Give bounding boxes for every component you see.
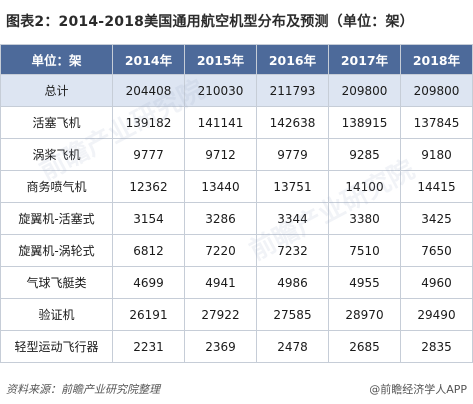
row-label: 总计 (0, 74, 113, 107)
row-label: 活塞飞机 (0, 106, 113, 139)
table-cell: 4955 (328, 266, 401, 299)
figure-title: 图表2：2014-2018美国通用航空机型分布及预测（单位：架） (6, 14, 414, 30)
table-cell: 13440 (184, 170, 257, 203)
source-note: 资料来源：前瞻产业研究院整理 (6, 383, 160, 396)
table-cell: 7510 (328, 234, 401, 267)
table-cell: 3380 (328, 202, 401, 235)
table-row: 验证机 26191 27922 27585 28970 29490 (0, 298, 473, 331)
table-cell: 4941 (184, 266, 257, 299)
table-cell: 3344 (256, 202, 329, 235)
table-cell: 7650 (400, 234, 473, 267)
table-cell: 137845 (400, 106, 473, 139)
table-cell: 9180 (400, 138, 473, 171)
table-cell: 27922 (184, 298, 257, 331)
header-cell-2018: 2018年 (400, 44, 473, 75)
header-cell-2017: 2017年 (328, 44, 401, 75)
table-cell: 4960 (400, 266, 473, 299)
table-row: 气球飞艇类 4699 4941 4986 4955 4960 (0, 266, 473, 299)
table-cell: 7232 (256, 234, 329, 267)
row-label: 验证机 (0, 298, 113, 331)
header-cell-unit: 单位：架 (0, 44, 113, 75)
table-row: 旋翼机-涡轮式 6812 7220 7232 7510 7650 (0, 234, 473, 267)
table-cell: 27585 (256, 298, 329, 331)
table-row-total: 总计 204408 210030 211793 209800 209800 (0, 74, 473, 107)
table-cell: 13751 (256, 170, 329, 203)
row-label: 旋翼机-涡轮式 (0, 234, 113, 267)
brand-label: @前瞻经济学人APP (369, 383, 467, 396)
table-cell: 4699 (112, 266, 185, 299)
row-label: 轻型运动飞行器 (0, 330, 113, 363)
table-cell: 142638 (256, 106, 329, 139)
table-cell: 204408 (112, 74, 185, 107)
table-cell: 14415 (400, 170, 473, 203)
table-cell: 209800 (400, 74, 473, 107)
row-label: 旋翼机-活塞式 (0, 202, 113, 235)
table-row: 活塞飞机 139182 141141 142638 138915 137845 (0, 106, 473, 139)
table-cell: 9285 (328, 138, 401, 171)
table-cell: 2478 (256, 330, 329, 363)
data-table: 单位：架 2014年 2015年 2016年 2017年 2018年 总计 20… (0, 44, 473, 363)
table-row: 涡桨飞机 9777 9712 9779 9285 9180 (0, 138, 473, 171)
table-cell: 209800 (328, 74, 401, 107)
table-cell: 139182 (112, 106, 185, 139)
table-cell: 4986 (256, 266, 329, 299)
row-label: 涡桨飞机 (0, 138, 113, 171)
table-cell: 9779 (256, 138, 329, 171)
table-cell: 3154 (112, 202, 185, 235)
table-cell: 211793 (256, 74, 329, 107)
table-header-row: 单位：架 2014年 2015年 2016年 2017年 2018年 (0, 44, 473, 75)
footer: 资料来源：前瞻产业研究院整理 @前瞻经济学人APP (0, 376, 473, 404)
table-cell: 14100 (328, 170, 401, 203)
table-cell: 9712 (184, 138, 257, 171)
table-cell: 3286 (184, 202, 257, 235)
table-cell: 2835 (400, 330, 473, 363)
table-cell: 12362 (112, 170, 185, 203)
table-row: 旋翼机-活塞式 3154 3286 3344 3380 3425 (0, 202, 473, 235)
table-cell: 210030 (184, 74, 257, 107)
header-cell-2015: 2015年 (184, 44, 257, 75)
table-cell: 7220 (184, 234, 257, 267)
table-cell: 26191 (112, 298, 185, 331)
table-cell: 2685 (328, 330, 401, 363)
row-label: 气球飞艇类 (0, 266, 113, 299)
table-cell: 6812 (112, 234, 185, 267)
table-cell: 141141 (184, 106, 257, 139)
brand-credit: @前瞻经济学人APP (369, 381, 467, 397)
row-label: 商务喷气机 (0, 170, 113, 203)
table-cell: 2369 (184, 330, 257, 363)
table-cell: 29490 (400, 298, 473, 331)
table-cell: 28970 (328, 298, 401, 331)
header-cell-2016: 2016年 (256, 44, 329, 75)
header-cell-2014: 2014年 (112, 44, 185, 75)
table-row: 轻型运动飞行器 2231 2369 2478 2685 2835 (0, 330, 473, 363)
table-cell: 2231 (112, 330, 185, 363)
table-cell: 3425 (400, 202, 473, 235)
table-cell: 9777 (112, 138, 185, 171)
table-cell: 138915 (328, 106, 401, 139)
table-row: 商务喷气机 12362 13440 13751 14100 14415 (0, 170, 473, 203)
